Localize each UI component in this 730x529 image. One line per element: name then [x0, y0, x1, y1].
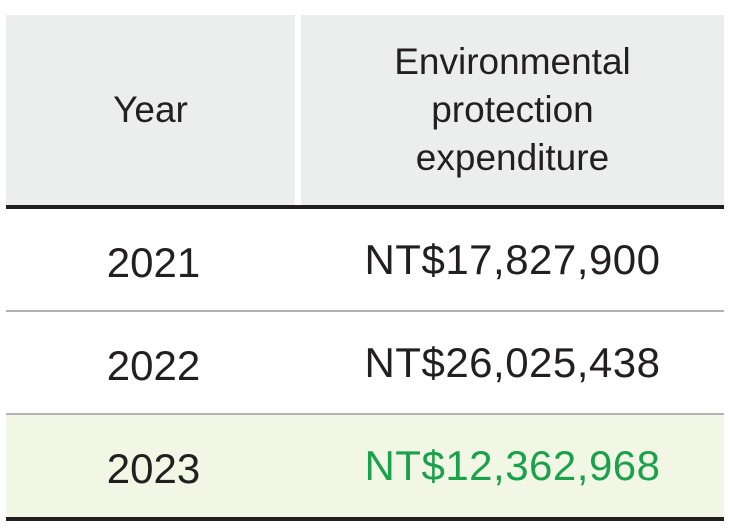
header-expenditure: Environmental protection expenditure [301, 15, 724, 205]
header-year: Year [6, 15, 295, 205]
row-expenditure-value: NT$12,362,968 [364, 442, 661, 489]
header-expenditure-line: Environmental [394, 41, 631, 82]
table-row: 2022 NT$26,025,438 [6, 312, 724, 415]
header-year-label: Year [113, 89, 188, 130]
row-year: 2023 [106, 445, 201, 492]
header-expenditure-label: Environmental protection expenditure [394, 38, 631, 182]
row-expenditure-value: NT$26,025,438 [364, 338, 661, 386]
table-row: 2021 NT$17,827,900 [6, 209, 724, 312]
row-year: 2022 [106, 341, 201, 389]
row-year: 2021 [106, 238, 201, 286]
header-expenditure-line: protection [431, 89, 594, 130]
table-row-highlighted: 2023 NT$12,362,968 [6, 415, 724, 521]
expenditure-table: Year Environmental protection expenditur… [6, 15, 724, 521]
row-expenditure-value: NT$17,827,900 [364, 235, 661, 283]
header-expenditure-line: expenditure [415, 137, 610, 178]
table-header: Year Environmental protection expenditur… [6, 15, 724, 209]
